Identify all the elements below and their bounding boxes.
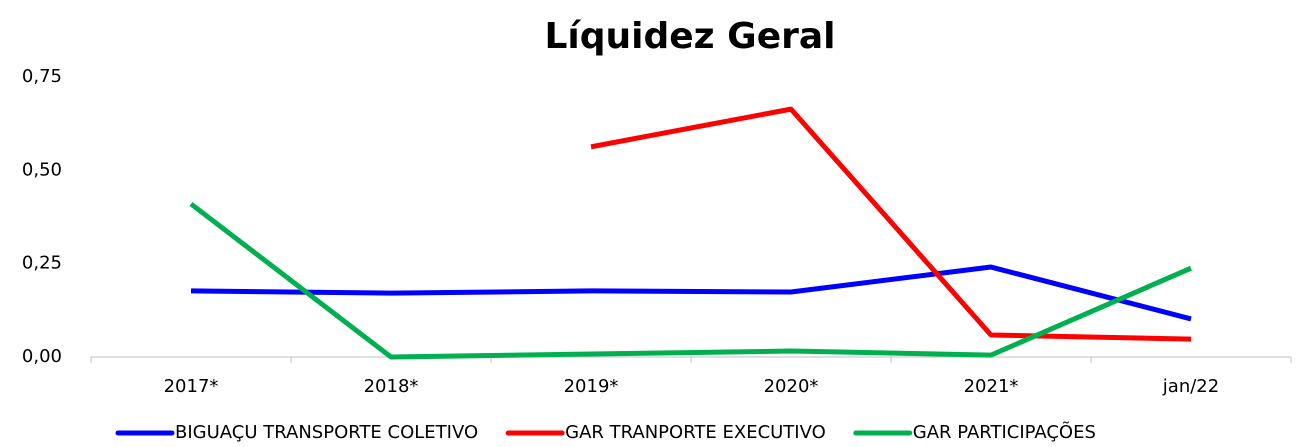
legend-label: GAR PARTICIPAÇÕES	[913, 421, 1096, 443]
chart-title: Líquidez Geral	[544, 16, 835, 57]
x-tick-label: 2017*	[164, 376, 219, 397]
series-line	[189, 201, 1192, 360]
x-tick-label: 2019*	[564, 376, 619, 397]
y-tick-label: 0,75	[22, 66, 62, 87]
x-tick-label: 2020*	[764, 376, 819, 397]
legend-label: BIGUAÇU TRANSPORTE COLETIVO	[175, 422, 478, 443]
x-tick-label: 2018*	[364, 376, 419, 397]
y-tick-label: 0,25	[22, 253, 62, 274]
series-line	[190, 264, 1192, 322]
series-line	[590, 106, 1192, 342]
x-tick-label: 2021*	[964, 376, 1019, 397]
y-tick-label: 0,50	[22, 159, 62, 180]
x-tick-label: jan/22	[1162, 376, 1219, 397]
legend-label: GAR TRANPORTE EXECUTIVO	[565, 422, 826, 443]
y-tick-label: 0,00	[22, 346, 62, 367]
